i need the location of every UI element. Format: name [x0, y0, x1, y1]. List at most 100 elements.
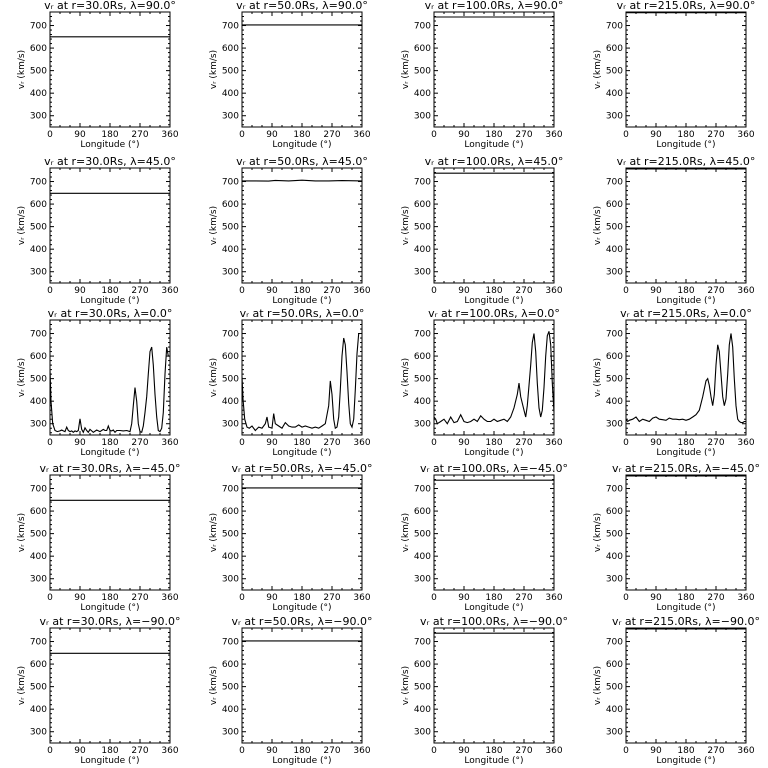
x-tick-label: 270	[707, 286, 724, 296]
x-tick-label: 180	[293, 438, 310, 448]
x-tick-label: 0	[623, 286, 629, 296]
y-tick-label: 600	[30, 44, 47, 54]
y-tick-label: 300	[414, 268, 431, 278]
x-tick-label: 360	[737, 286, 754, 296]
y-axis-label: vᵣ (km/s)	[209, 666, 219, 705]
subplot: vᵣ at r=100.0Rs, λ=45.0° 0 90 180 270 360 300 4…	[401, 155, 563, 306]
x-tick-label: 360	[737, 438, 754, 448]
x-tick-label: 270	[323, 593, 340, 603]
x-tick-label: 270	[515, 438, 532, 448]
y-tick-label: 400	[30, 552, 47, 562]
y-axis-label: vᵣ (km/s)	[209, 50, 219, 89]
x-axis-label: Longitude (°)	[80, 448, 139, 458]
y-axis-label: vᵣ (km/s)	[593, 206, 603, 245]
y-tick-label: 500	[606, 683, 623, 693]
y-tick-label: 600	[606, 507, 623, 517]
y-tick-label: 500	[606, 67, 623, 77]
x-tick-label: 360	[545, 130, 562, 140]
y-tick-label: 300	[30, 112, 47, 122]
y-tick-label: 600	[222, 200, 239, 210]
y-tick-label: 500	[606, 223, 623, 233]
subplot-title: vᵣ at r=215.0Rs, λ=0.0°	[620, 307, 752, 320]
plot-frame	[241, 474, 363, 591]
y-tick-label: 700	[606, 178, 623, 188]
y-tick-label: 600	[606, 200, 623, 210]
y-tick-label: 300	[222, 728, 239, 738]
subplot: vᵣ at r=50.0Rs, λ=−90.0° 0 90 180 270 360 300 4…	[209, 615, 372, 766]
y-axis-label: vᵣ (km/s)	[593, 666, 603, 705]
x-tick-label: 360	[353, 438, 370, 448]
y-tick-label: 300	[414, 420, 431, 430]
subplot-title: vᵣ at r=50.0Rs, λ=−90.0°	[232, 615, 373, 628]
subplot: vᵣ at r=30.0Rs, λ=90.0° 0 90 180 270 360 300 40…	[17, 0, 179, 150]
plot-frame	[241, 11, 363, 128]
y-tick-label: 500	[414, 530, 431, 540]
subplot: vᵣ at r=215.0Rs, λ=−90.0° 0 90 180 270 360 300…	[593, 615, 760, 766]
y-tick-label: 700	[30, 22, 47, 32]
subplot: vᵣ at r=100.0Rs, λ=0.0° 0 90 180 270 360 300 40…	[401, 307, 563, 458]
y-tick-label: 400	[30, 397, 47, 407]
y-tick-label: 700	[222, 22, 239, 32]
plot-frame	[433, 319, 555, 436]
x-axis-label: Longitude (°)	[80, 756, 139, 766]
y-tick-label: 400	[414, 552, 431, 562]
subplot-title: vᵣ at r=100.0Rs, λ=0.0°	[428, 307, 560, 320]
x-tick-label: 180	[677, 438, 694, 448]
subplot-title: vᵣ at r=50.0Rs, λ=90.0°	[236, 0, 368, 12]
x-tick-label: 0	[623, 130, 629, 140]
y-axis-label: vᵣ (km/s)	[401, 513, 411, 552]
x-tick-label: 180	[101, 286, 118, 296]
plot-frame	[49, 474, 171, 591]
x-tick-label: 180	[485, 130, 502, 140]
plot-frame	[49, 627, 171, 744]
x-tick-label: 270	[515, 593, 532, 603]
x-tick-label: 0	[431, 746, 437, 756]
y-tick-label: 700	[606, 485, 623, 495]
subplot-title: vᵣ at r=100.0Rs, λ=90.0°	[425, 0, 564, 12]
x-tick-label: 90	[458, 593, 470, 603]
x-tick-label: 90	[650, 286, 662, 296]
x-tick-label: 360	[161, 130, 178, 140]
x-tick-label: 270	[707, 130, 724, 140]
x-tick-label: 90	[458, 286, 470, 296]
y-tick-label: 400	[414, 245, 431, 255]
x-tick-label: 360	[545, 286, 562, 296]
y-axis-label: vᵣ (km/s)	[17, 666, 27, 705]
x-tick-label: 270	[707, 438, 724, 448]
y-tick-label: 500	[414, 223, 431, 233]
subplot-title: vᵣ at r=215.0Rs, λ=−90.0°	[612, 615, 760, 628]
y-tick-label: 400	[414, 397, 431, 407]
x-axis-label: Longitude (°)	[272, 140, 331, 150]
subplot-title: vᵣ at r=100.0Rs, λ=45.0°	[425, 155, 564, 168]
x-tick-label: 0	[239, 438, 245, 448]
subplot: vᵣ at r=30.0Rs, λ=0.0° 0 90 180 270 360 300 400…	[17, 307, 179, 458]
x-tick-label: 0	[239, 593, 245, 603]
y-tick-label: 600	[414, 44, 431, 54]
x-tick-label: 270	[323, 130, 340, 140]
x-tick-label: 180	[101, 130, 118, 140]
y-tick-label: 600	[414, 660, 431, 670]
y-tick-label: 600	[606, 660, 623, 670]
y-tick-label: 500	[606, 375, 623, 385]
x-axis-label: Longitude (°)	[80, 603, 139, 613]
x-tick-label: 180	[677, 286, 694, 296]
plot-frame	[49, 167, 171, 284]
y-axis-label: vᵣ (km/s)	[17, 50, 27, 89]
y-tick-label: 500	[414, 67, 431, 77]
x-tick-label: 180	[485, 438, 502, 448]
subplot: vᵣ at r=50.0Rs, λ=90.0° 0 90 180 270 360 300 40…	[209, 0, 371, 150]
x-tick-label: 360	[545, 438, 562, 448]
x-axis-label: Longitude (°)	[272, 756, 331, 766]
y-tick-label: 400	[222, 705, 239, 715]
y-tick-label: 400	[606, 552, 623, 562]
subplot: vᵣ at r=100.0Rs, λ=−45.0° 0 90 180 270 360 300…	[401, 462, 568, 613]
x-tick-label: 90	[650, 746, 662, 756]
x-tick-label: 180	[485, 286, 502, 296]
y-tick-label: 600	[30, 352, 47, 362]
y-axis-label: vᵣ (km/s)	[401, 358, 411, 397]
subplot-title: vᵣ at r=50.0Rs, λ=45.0°	[236, 155, 368, 168]
x-tick-label: 270	[515, 130, 532, 140]
y-tick-label: 700	[606, 638, 623, 648]
subplot-title: vᵣ at r=30.0Rs, λ=0.0°	[48, 307, 173, 320]
y-tick-label: 600	[222, 44, 239, 54]
